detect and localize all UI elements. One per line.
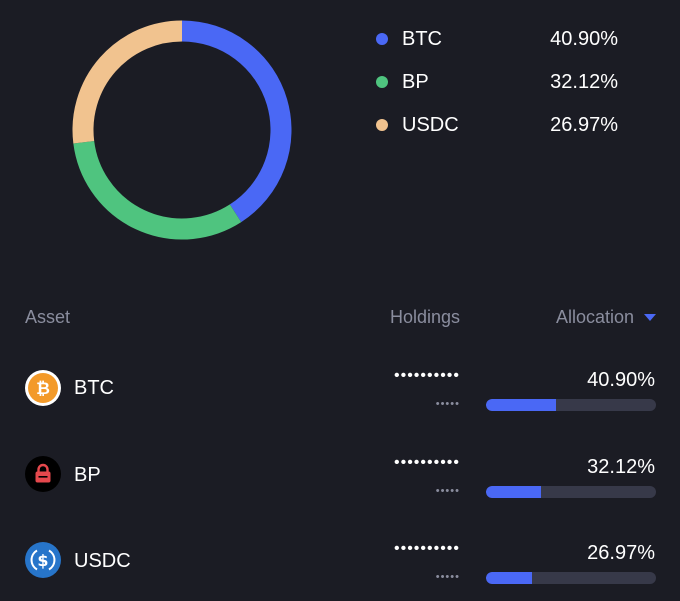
allocation-bar — [486, 486, 656, 498]
holdings-fiat-masked: ••••• — [435, 571, 460, 583]
donut-segment-bp — [73, 140, 242, 240]
donut-segment-usdc — [72, 20, 183, 144]
asset-row-btc[interactable]: ₿ BTC •••••••••• ••••• 40.90% — [0, 348, 680, 428]
allocation-bar — [486, 399, 656, 411]
legend-percent: 32.12% — [550, 70, 618, 93]
asset-name: BTC — [74, 377, 114, 399]
asset-row-bp[interactable]: BP •••••••••• ••••• 32.12% — [0, 435, 680, 515]
holdings-fiat-masked: ••••• — [435, 398, 460, 410]
legend-item-usdc: USDC 26.97% — [376, 110, 618, 140]
donut-segment-btc — [181, 20, 292, 223]
allocation-percent: 40.90% — [587, 369, 655, 391]
usdc-icon: $ — [25, 542, 61, 578]
legend-label: USDC — [402, 113, 459, 136]
allocation-bar — [486, 572, 656, 584]
holdings-value-masked: •••••••••• — [393, 367, 460, 384]
allocation-bar-fill — [486, 399, 556, 411]
sort-descending-icon — [644, 313, 656, 321]
bitcoin-icon: ₿ — [25, 370, 61, 406]
column-header-asset[interactable]: Asset — [25, 307, 71, 327]
asset-name: BP — [74, 464, 101, 486]
allocation-bar-fill — [486, 572, 532, 584]
svg-text:₿: ₿ — [36, 379, 50, 399]
legend-percent: 26.97% — [550, 113, 618, 136]
legend-dot — [376, 119, 388, 131]
column-header-allocation-label: Allocation — [555, 307, 634, 327]
column-header-allocation[interactable]: Allocation — [500, 306, 658, 328]
legend-dot — [376, 76, 388, 88]
column-header-holdings[interactable]: Holdings — [389, 307, 460, 327]
allocation-percent: 32.12% — [587, 456, 655, 478]
asset-name: USDC — [74, 550, 131, 572]
legend-label: BP — [402, 70, 429, 93]
holdings-value-masked: •••••••••• — [393, 454, 460, 471]
legend-item-bp: BP 32.12% — [376, 67, 618, 97]
legend-label: BTC — [402, 27, 442, 50]
holdings-fiat-masked: ••••• — [435, 485, 460, 497]
svg-text:$: $ — [37, 551, 48, 570]
legend-item-btc: BTC 40.90% — [376, 24, 618, 54]
allocation-donut-chart — [72, 20, 292, 240]
allocation-percent: 26.97% — [587, 542, 655, 564]
holdings-value-masked: •••••••••• — [393, 540, 460, 557]
asset-row-usdc[interactable]: $ USDC •••••••••• ••••• 26.97% — [0, 521, 680, 601]
allocation-bar-fill — [486, 486, 541, 498]
legend-percent: 40.90% — [550, 27, 618, 50]
legend-dot — [376, 33, 388, 45]
bp-lock-icon — [25, 456, 61, 492]
